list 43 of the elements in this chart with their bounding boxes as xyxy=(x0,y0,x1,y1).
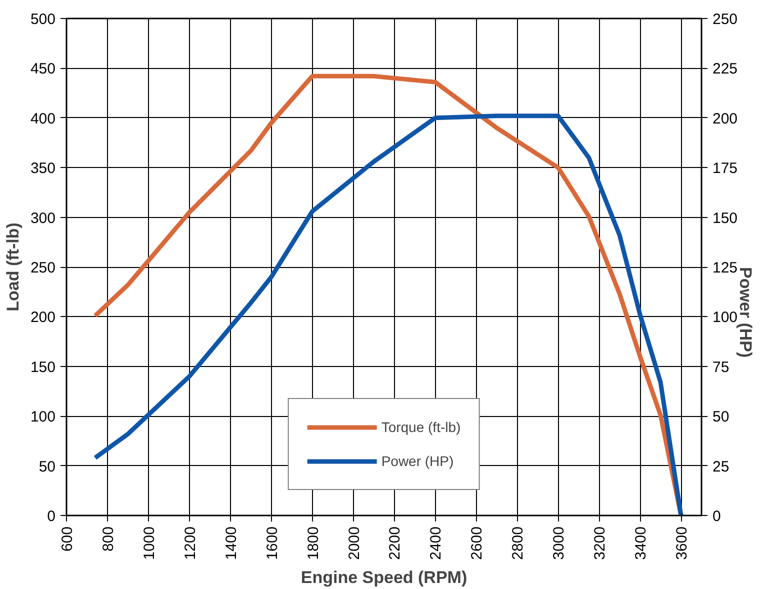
y-axis-title: Load (ft-lb) xyxy=(3,222,22,312)
x-tick-label: 3600 xyxy=(674,526,691,560)
x-tick-label: 2400 xyxy=(428,526,445,560)
y2-tick-label: 225 xyxy=(712,60,738,78)
y2-tick-label: 250 xyxy=(712,11,738,28)
x-tick-label: 3000 xyxy=(550,526,568,560)
y2-tick-label: 200 xyxy=(712,110,738,128)
y2-tick-label: 75 xyxy=(712,358,730,376)
x-tick-label: 2000 xyxy=(346,526,363,560)
y-tick-label: 350 xyxy=(30,160,56,178)
x-tick-label: 2800 xyxy=(510,526,527,560)
x-tick-label: 800 xyxy=(100,526,117,552)
y2-tick-label: 50 xyxy=(712,408,730,426)
x-tick-label: 3200 xyxy=(592,526,609,560)
y-tick-label: 250 xyxy=(30,260,56,276)
y2-tick-label: 125 xyxy=(712,260,738,276)
y2-tick-label: 0 xyxy=(712,508,721,525)
y-tick-label: 50 xyxy=(38,458,56,476)
x-tick-label: 1800 xyxy=(304,526,322,560)
y2-tick-label: 100 xyxy=(712,309,738,326)
x-tick-label: 1000 xyxy=(140,526,158,560)
y-tick-label: 100 xyxy=(30,408,56,426)
y2-tick-label: 175 xyxy=(712,160,738,178)
x-tick-label: 2200 xyxy=(386,526,404,560)
y-tick-label: 450 xyxy=(30,60,56,78)
x-tick-label: 1200 xyxy=(182,526,199,560)
y2-tick-label: 25 xyxy=(712,458,730,476)
y-tick-label: 400 xyxy=(30,110,56,128)
x-tick-label: 3400 xyxy=(632,526,650,560)
y-tick-label: 500 xyxy=(30,11,56,28)
y2-tick-label: 150 xyxy=(712,210,738,227)
y-tick-label: 300 xyxy=(30,210,56,227)
x-tick-label: 1600 xyxy=(264,526,281,560)
x-axis-title: Engine Speed (RPM) xyxy=(300,568,468,587)
y2-axis-title: Power (HP) xyxy=(736,267,756,358)
x-tick-label: 1400 xyxy=(222,526,240,560)
legend-label: Power (HP) xyxy=(381,453,454,469)
y-tick-label: 0 xyxy=(47,508,56,525)
legend-label: Torque (ft-lb) xyxy=(381,419,461,435)
x-tick-label: 600 xyxy=(59,526,76,552)
y-tick-label: 150 xyxy=(30,358,56,376)
y-tick-label: 200 xyxy=(30,309,56,326)
x-tick-label: 2600 xyxy=(468,526,486,560)
